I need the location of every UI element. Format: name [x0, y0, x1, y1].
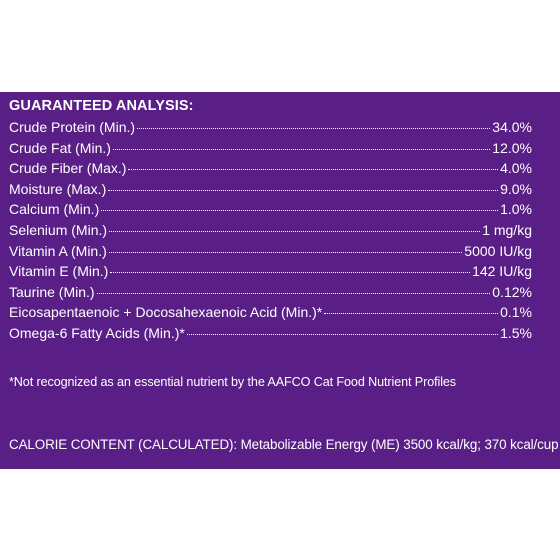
analysis-row-calcium: Calcium (Min.) 1.0%: [9, 201, 532, 222]
analysis-row-vitamin-a: Vitamin A (Min.) 5000 IU/kg: [9, 243, 532, 264]
analysis-row-crude-fiber: Crude Fiber (Max.) 4.0%: [9, 160, 532, 181]
row-label: Omega-6 Fatty Acids (Min.)*: [9, 324, 185, 341]
guaranteed-analysis-panel: GUARANTEED ANALYSIS: Crude Protein (Min.…: [0, 92, 560, 469]
dot-leader: [108, 189, 499, 191]
analysis-row-taurine: Taurine (Min.) 0.12%: [9, 284, 532, 305]
row-value: 0.12%: [492, 283, 532, 300]
row-value: 1.0%: [500, 201, 532, 218]
row-label: Calcium (Min.): [9, 201, 100, 218]
dot-leader: [137, 127, 491, 129]
guaranteed-analysis-heading: GUARANTEED ANALYSIS:: [9, 98, 194, 114]
row-value: 12.0%: [492, 139, 532, 156]
row-value: 1.5%: [500, 324, 532, 341]
calorie-content: CALORIE CONTENT (CALCULATED): Metaboliza…: [9, 437, 559, 452]
row-value: 1 mg/kg: [482, 221, 532, 238]
row-label: Crude Fat (Min.): [9, 139, 111, 156]
dot-leader: [110, 271, 471, 274]
row-label: Crude Protein (Min.): [9, 119, 136, 135]
row-value: 4.0%: [500, 160, 532, 177]
row-value: 34.0%: [492, 119, 532, 135]
row-label: Taurine (Min.): [9, 283, 95, 300]
analysis-row-moisture: Moisture (Max.) 9.0%: [9, 181, 532, 202]
analysis-row-epa-dha: Eicosapentaenoic + Docosahexaenoic Acid …: [9, 304, 532, 325]
row-value: 0.1%: [500, 304, 532, 321]
row-value: 9.0%: [500, 180, 532, 197]
aafco-footnote: *Not recognized as an essential nutrient…: [9, 375, 457, 389]
dot-leader: [128, 168, 499, 171]
dot-leader: [186, 333, 499, 335]
dot-leader: [96, 292, 491, 294]
analysis-row-vitamin-e: Vitamin E (Min.) 142 IU/kg: [9, 263, 532, 284]
row-label: Crude Fiber (Max.): [9, 160, 127, 177]
analysis-row-omega-6: Omega-6 Fatty Acids (Min.)* 1.5%: [9, 325, 532, 346]
dot-leader: [108, 251, 463, 253]
row-label: Eicosapentaenoic + Docosahexaenoic Acid …: [9, 304, 323, 321]
dot-leader: [112, 148, 491, 150]
row-value: 142 IU/kg: [472, 263, 532, 280]
row-label: Selenium (Min.): [9, 221, 108, 238]
analysis-row-crude-protein: Crude Protein (Min.) 34.0%: [9, 119, 532, 140]
analysis-row-crude-fat: Crude Fat (Min.) 12.0%: [9, 140, 532, 161]
analysis-rows: Crude Protein (Min.) 34.0% Crude Fat (Mi…: [9, 119, 532, 346]
dot-leader: [101, 209, 499, 212]
dot-leader: [324, 312, 499, 315]
row-label: Moisture (Max.): [9, 180, 107, 197]
analysis-row-selenium: Selenium (Min.) 1 mg/kg: [9, 222, 532, 243]
row-label: Vitamin E (Min.): [9, 263, 109, 280]
dot-leader: [109, 230, 481, 232]
row-value: 5000 IU/kg: [464, 242, 532, 259]
row-label: Vitamin A (Min.): [9, 242, 107, 259]
